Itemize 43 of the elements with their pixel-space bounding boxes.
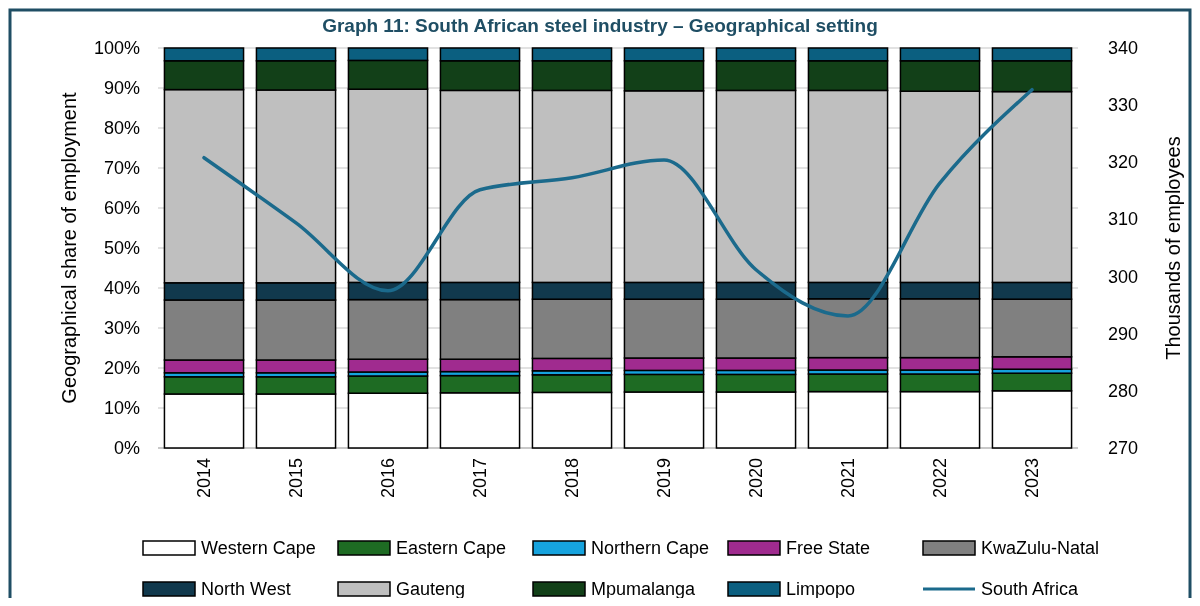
legend-label: Free State <box>786 538 871 558</box>
y-tick-label: 10% <box>103 398 140 418</box>
y-tick-label: 30% <box>103 318 140 338</box>
y-tick-label: 80% <box>103 118 140 138</box>
y2-tick-label: 340 <box>1108 38 1139 58</box>
y2-tick-label: 280 <box>1108 380 1139 401</box>
y-tick-label: 60% <box>103 198 140 218</box>
y2-tick-label: 330 <box>1108 95 1139 116</box>
legend-label: Northern Cape <box>591 538 710 558</box>
legend-label: KwaZulu-Natal <box>981 538 1100 558</box>
y2-tick-label: 300 <box>1108 266 1139 287</box>
y2-tick-label: 290 <box>1108 323 1139 344</box>
x-tick-label: 2016 <box>378 458 398 499</box>
y2-tick-label: 320 <box>1108 152 1139 173</box>
y2-axis-title: Thousands of employees <box>1162 136 1184 360</box>
x-tick-label: 2015 <box>286 458 306 499</box>
y-tick-label: 90% <box>103 78 140 98</box>
x-tick-label: 2023 <box>1022 458 1042 499</box>
legend-label: Limpopo <box>786 579 856 599</box>
y-tick-label: 70% <box>103 158 140 178</box>
legend-label: North West <box>201 579 291 599</box>
x-tick-label: 2020 <box>746 458 766 499</box>
x-tick-label: 2021 <box>838 458 858 499</box>
legend-label: Mpumalanga <box>591 579 697 599</box>
x-tick-label: 2019 <box>654 458 674 499</box>
line-series <box>202 87 1034 318</box>
x-tick-label: 2022 <box>930 458 950 499</box>
chart-title: Graph 11: South African steel industry – Geographical setting <box>322 15 878 36</box>
y2-tick-label: 270 <box>1108 438 1139 458</box>
y-axis-title: Geographical share of employment <box>58 91 80 404</box>
legend-label: Gauteng <box>396 579 466 599</box>
y2-tick-label: 310 <box>1108 209 1139 230</box>
y-tick-label: 100% <box>93 38 140 58</box>
x-tick-label: 2018 <box>562 458 582 499</box>
legend-label: Western Cape <box>201 538 316 558</box>
y-tick-label: 20% <box>103 358 140 378</box>
legend-label: Eastern Cape <box>396 538 507 558</box>
y-tick-label: 40% <box>103 278 140 298</box>
legend-label: South Africa <box>981 579 1080 599</box>
y-tick-label: 50% <box>103 238 140 258</box>
x-tick-label: 2014 <box>194 458 214 499</box>
y-tick-label: 0% <box>113 438 140 458</box>
x-tick-label: 2017 <box>470 458 490 499</box>
